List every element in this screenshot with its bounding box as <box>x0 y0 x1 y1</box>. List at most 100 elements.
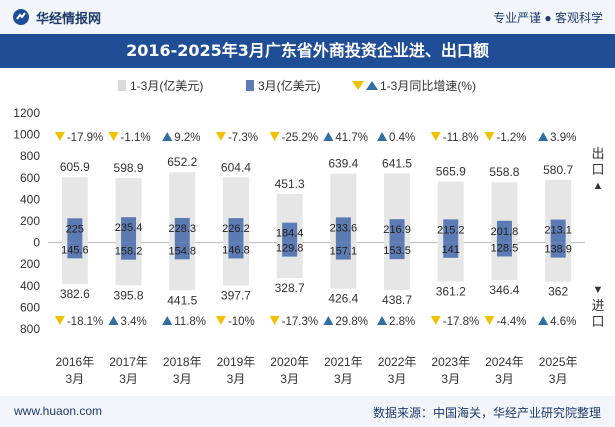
import-month-bar <box>335 242 351 260</box>
export-month-label: 233.6 <box>330 222 358 234</box>
up-arrow-icon: ▲ <box>592 180 604 192</box>
export-growth-label: -17.9% <box>67 132 103 144</box>
import-cumulative-label: 328.7 <box>275 281 305 295</box>
import-month-bar <box>228 242 244 259</box>
import-growth-down-icon <box>430 316 441 325</box>
import-side-label: ▼ 进口 <box>590 282 606 330</box>
export-cumulative-label: 639.4 <box>328 157 358 171</box>
export-month-bar <box>389 219 405 243</box>
import-month-bar <box>121 242 137 260</box>
import-cumulative-label: 395.8 <box>114 288 144 302</box>
x-tick-label-month: 3月 <box>495 372 514 386</box>
slogan: 专业严谨 ● 客观科学 <box>493 11 603 25</box>
x-tick-label-month: 3月 <box>334 372 353 386</box>
export-month-bar <box>121 217 137 243</box>
export-month-bar <box>174 217 190 243</box>
footer-url: www.huaon.com <box>14 404 103 418</box>
export-growth-down-icon <box>108 132 119 141</box>
export-cumulative-label: 604.4 <box>221 160 251 174</box>
export-cumulative-label: 558.8 <box>489 165 519 179</box>
logo-icon <box>13 9 29 25</box>
import-month-label: 153.5 <box>383 245 411 257</box>
legend-swatch-cumulative <box>118 80 126 91</box>
chart-title: 2016-2025年3月广东省外商投资企业进、出口额 <box>126 41 489 60</box>
import-month-bar <box>67 242 83 259</box>
export-growth-up-icon <box>162 132 173 141</box>
x-tick-label-month: 3月 <box>227 372 246 386</box>
x-tick-label-month: 3月 <box>280 372 299 386</box>
y-tick-label: 600 <box>20 171 40 185</box>
legend-item-month: 3月(亿美元) <box>246 77 321 94</box>
import-cumulative-label: 362 <box>548 285 568 299</box>
legend-label-growth: 1-3月同比增速(%) <box>380 79 477 93</box>
import-growth-up-icon <box>108 316 119 325</box>
export-growth-down-icon <box>430 132 441 141</box>
chart-area: 1200 1000 800 600 400 200 0 200 400 600 800 605.9 3… <box>13 106 585 386</box>
export-growth-label: -25.2% <box>282 132 318 144</box>
export-growth-up-icon <box>377 132 388 141</box>
legend-up-triangle-icon <box>366 81 378 90</box>
x-tick-label-year: 2016年 <box>55 355 94 369</box>
y-tick-label: 1000 <box>13 128 40 142</box>
export-growth-label: -1.1% <box>121 132 151 144</box>
import-growth-down-icon <box>484 316 495 325</box>
y-tick-label: 800 <box>20 322 40 336</box>
y-tick-label: 800 <box>20 149 40 163</box>
export-month-bar <box>282 222 298 243</box>
import-month-label: 141 <box>442 244 460 256</box>
export-growth-up-icon <box>538 132 549 141</box>
export-cumulative-label: 565.9 <box>436 164 466 178</box>
import-cumulative-label: 438.7 <box>382 293 412 307</box>
export-month-label: 226.2 <box>222 223 250 235</box>
export-month-label: 215.2 <box>437 224 465 236</box>
import-growth-label: 2.8% <box>389 316 415 328</box>
import-growth-label: 29.8% <box>335 316 368 328</box>
y-tick-label: 200 <box>20 214 40 228</box>
x-tick-label-month: 3月 <box>388 372 407 386</box>
import-growth-label: 3.4% <box>121 316 147 328</box>
export-month-bar <box>550 219 566 243</box>
export-growth-label: 41.7% <box>335 132 368 144</box>
down-arrow-icon: ▼ <box>592 284 604 296</box>
x-axis: 2016年 3月 2017年 3月 2018年 3月 2019年 3月 2020年 3月 2021年… <box>55 355 577 386</box>
legend-swatch-month <box>246 80 254 91</box>
export-month-label: 184.4 <box>276 228 304 240</box>
import-month-bar <box>443 242 459 258</box>
export-cumulative-label: 641.5 <box>382 156 412 170</box>
export-growth-down-icon <box>54 132 65 141</box>
x-tick-label-year: 2025年 <box>539 355 578 369</box>
import-month-bar <box>496 242 512 257</box>
export-cumulative-label: 580.7 <box>543 163 573 177</box>
export-cumulative-label: 605.9 <box>60 160 90 174</box>
import-month-label: 129.8 <box>276 243 304 255</box>
import-month-bar <box>174 242 190 260</box>
import-growth-down-icon <box>269 316 280 325</box>
import-month-bar <box>550 242 566 258</box>
y-tick-label: 400 <box>20 192 40 206</box>
logo-text: 华经情报网 <box>36 11 102 26</box>
import-growth-up-icon <box>323 316 334 325</box>
import-growth-label: -10% <box>228 316 255 328</box>
legend-item-cumulative: 1-3月(亿美元) <box>118 77 203 94</box>
import-growth-label: -17.8% <box>443 316 479 328</box>
export-month-label: 213.1 <box>544 225 572 237</box>
export-month-bar <box>67 218 83 243</box>
export-cumulative-label: 451.3 <box>275 177 305 191</box>
import-growth-up-icon <box>377 316 388 325</box>
import-month-bar <box>389 242 405 260</box>
y-tick-label: 600 <box>20 300 40 314</box>
export-month-label: 216.9 <box>383 224 411 236</box>
export-month-label: 235.4 <box>115 222 143 234</box>
x-tick-label-year: 2018年 <box>163 355 202 369</box>
y-tick-label: 200 <box>20 257 40 271</box>
export-month-bar <box>228 218 244 243</box>
import-cumulative-label: 361.2 <box>436 285 466 299</box>
export-month-label: 228.3 <box>168 223 196 235</box>
footer-source: 数据来源：中国海关，华经产业研究院整理 <box>372 406 601 420</box>
legend: 1-3月(亿美元) 3月(亿美元) 1-3月同比增速(%) <box>0 74 615 94</box>
export-side-label: 出口 ▲ <box>590 146 606 194</box>
export-label-text: 出口 <box>591 146 605 177</box>
import-month-label: 138.9 <box>544 244 572 256</box>
bars <box>61 172 572 291</box>
x-tick-label-year: 2023年 <box>431 355 470 369</box>
